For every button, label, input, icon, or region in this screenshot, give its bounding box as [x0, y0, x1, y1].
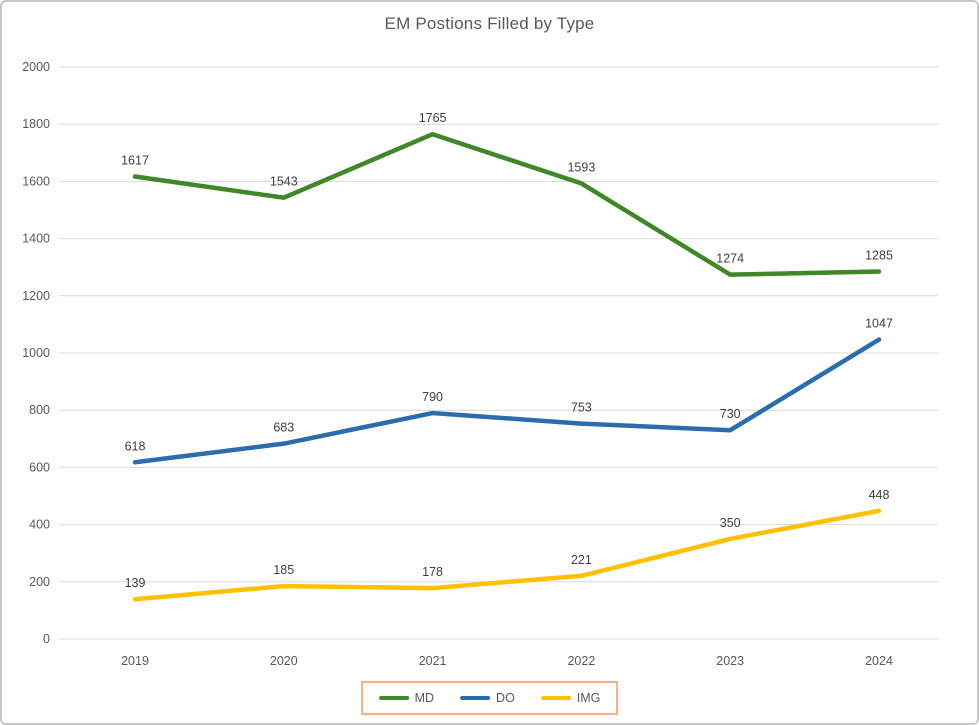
legend-swatch-do [460, 696, 491, 700]
line-chart: 0 200 400 600 800 1000 1200 1400 1600 1800 2000 201… [22, 60, 938, 668]
x-axis-tick-label: 2021 [419, 654, 447, 668]
data-label-md: 1593 [567, 160, 595, 174]
y-axis-tick-label: 0 [43, 632, 50, 646]
legend-item-img: IMG [540, 691, 601, 705]
data-label-do: 753 [571, 401, 592, 415]
x-axis-tick-label: 2020 [270, 654, 298, 668]
data-label-img: 350 [720, 516, 741, 530]
y-axis-tick-label: 800 [29, 403, 50, 417]
y-axis-tick-label: 400 [29, 518, 50, 532]
y-axis-tick-label: 2000 [22, 60, 50, 74]
data-label-img: 178 [422, 565, 443, 579]
series-line-img [132, 508, 882, 602]
x-axis-tick-label: 2019 [121, 654, 149, 668]
data-label-do: 730 [720, 407, 741, 421]
data-label-do: 618 [125, 439, 146, 453]
data-label-md: 1543 [270, 175, 298, 189]
legend-label: MD [414, 691, 435, 705]
y-axis-tick-label: 1000 [22, 346, 50, 360]
data-label-do: 790 [422, 390, 443, 404]
series-line-do [132, 337, 882, 465]
data-label-img: 221 [571, 553, 592, 567]
y-axis-tick-label: 1600 [22, 174, 50, 188]
legend-item-md: MD [378, 691, 435, 705]
data-label-img: 448 [869, 488, 890, 502]
chart-title: EM Postions Filled by Type [384, 14, 595, 33]
y-axis-tick-label: 200 [29, 575, 50, 589]
legend-label: IMG [576, 691, 601, 705]
y-axis-tick-label: 1400 [22, 232, 50, 246]
y-axis-tick-label: 1800 [22, 117, 50, 131]
y-axis-tick-label: 600 [29, 460, 50, 474]
data-label-do: 1047 [865, 317, 893, 331]
series-line-md [132, 131, 882, 277]
data-label-md: 1274 [716, 252, 744, 266]
legend-swatch-img [540, 696, 571, 700]
data-label-do: 683 [273, 421, 294, 435]
x-axis-tick-label: 2024 [865, 654, 893, 668]
data-label-img: 139 [125, 576, 146, 590]
chart-legend: MD DO IMG [360, 681, 619, 715]
legend-label: DO [496, 691, 515, 705]
x-axis-tick-label: 2023 [716, 654, 744, 668]
y-axis-tick-label: 1200 [22, 289, 50, 303]
legend-swatch-md [378, 696, 409, 700]
data-label-md: 1765 [419, 111, 447, 125]
legend-item-do: DO [460, 691, 515, 705]
data-label-md: 1285 [865, 248, 893, 262]
data-label-img: 185 [273, 563, 294, 577]
x-axis-tick-label: 2022 [567, 654, 595, 668]
data-label-md: 1617 [121, 154, 149, 168]
